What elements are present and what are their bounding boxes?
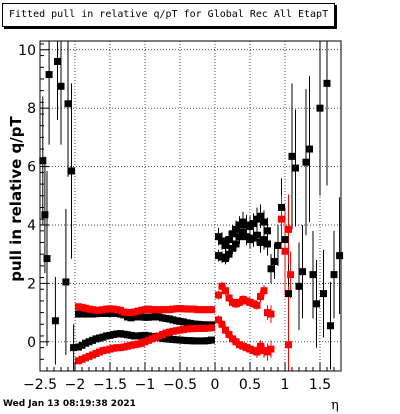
data-point <box>260 287 268 295</box>
data-point <box>271 257 278 265</box>
x-axis-label: η <box>331 398 339 413</box>
data-point <box>257 342 264 350</box>
data-point <box>218 282 226 290</box>
data-point <box>229 244 236 252</box>
data-point <box>222 255 229 263</box>
data-point <box>264 227 271 235</box>
data-point <box>218 237 226 245</box>
data-point <box>264 240 271 248</box>
x-tick-label: −2 <box>65 377 86 393</box>
data-point <box>208 324 215 332</box>
chart-title: Fitted pull in relative q/pT for Global … <box>2 3 336 27</box>
data-point <box>232 225 240 233</box>
data-point <box>260 218 268 226</box>
x-tick-label: 1.5 <box>309 377 331 393</box>
data-point <box>316 104 324 112</box>
x-tick-label: 0 <box>211 377 220 393</box>
x-tick-label: −0.5 <box>163 377 197 393</box>
data-markers <box>39 57 344 365</box>
y-tick-label: 6 <box>27 160 36 176</box>
data-point <box>41 211 49 219</box>
data-point <box>54 57 61 65</box>
data-point <box>309 271 317 279</box>
data-point <box>257 293 264 301</box>
data-point <box>313 300 320 308</box>
y-tick-label: 4 <box>27 218 36 234</box>
data-point <box>225 294 233 302</box>
y-axis-label: pull in relative q/pT <box>7 116 25 282</box>
data-point <box>215 316 222 324</box>
data-point <box>253 301 261 309</box>
data-point <box>222 326 229 334</box>
data-point <box>285 225 292 233</box>
data-point <box>62 278 70 286</box>
data-point <box>267 265 275 273</box>
data-point <box>267 310 275 318</box>
data-point <box>222 287 229 295</box>
data-point <box>250 220 257 228</box>
data-point <box>323 79 331 87</box>
data-point <box>306 145 313 153</box>
data-point <box>260 236 268 244</box>
data-point <box>70 344 78 352</box>
data-point <box>51 317 59 325</box>
y-tick-label: 0 <box>27 335 36 351</box>
data-point <box>45 71 53 79</box>
data-point <box>229 230 236 238</box>
data-point <box>225 236 233 244</box>
data-point <box>215 233 222 241</box>
data-point <box>278 203 285 211</box>
data-point <box>288 152 296 160</box>
data-point <box>222 241 229 249</box>
data-point <box>208 306 215 314</box>
data-point <box>208 336 215 344</box>
data-point <box>299 268 306 276</box>
data-point <box>295 282 303 290</box>
data-point <box>257 212 264 220</box>
data-point <box>225 250 233 258</box>
x-tick-label: −1.5 <box>93 377 127 393</box>
data-point <box>253 231 261 239</box>
data-point <box>43 255 51 263</box>
data-point <box>236 233 243 241</box>
data-point <box>285 341 292 349</box>
data-point <box>68 167 75 175</box>
x-tick-label: 0.5 <box>239 377 261 393</box>
y-tick-label: 2 <box>27 276 36 292</box>
y-tick-label: 8 <box>27 101 36 117</box>
data-point <box>336 252 344 260</box>
y-tick-labels: 0 2 4 6 8 10 <box>18 43 36 351</box>
data-point <box>274 241 282 249</box>
x-tick-labels: −2.5 −2 −1.5 −1 −0.5 0 0.5 1 1.5 <box>23 377 331 393</box>
data-point <box>320 290 327 298</box>
data-point <box>64 100 72 108</box>
data-point <box>57 82 65 90</box>
data-point <box>239 228 247 236</box>
x-tick-label: 1 <box>281 377 290 393</box>
x-tick-label: −2.5 <box>23 377 57 393</box>
data-point <box>215 291 222 299</box>
data-point <box>330 271 338 279</box>
data-point <box>278 215 285 223</box>
data-point <box>302 158 310 166</box>
data-point <box>232 240 240 248</box>
data-point <box>327 322 334 330</box>
data-point <box>267 345 275 353</box>
data-point <box>218 320 226 328</box>
data-point <box>225 330 233 338</box>
timestamp-label: Wed Jan 13 08:19:38 2021 <box>3 399 136 409</box>
axis-ticks <box>39 43 342 372</box>
data-point <box>292 164 299 172</box>
data-point <box>287 271 295 279</box>
x-tick-label: −1 <box>135 377 156 393</box>
plot-frame <box>39 40 342 372</box>
data-point <box>285 290 292 298</box>
y-tick-label: 10 <box>18 43 36 59</box>
data-point <box>281 247 289 255</box>
data-point <box>253 348 261 356</box>
data-point <box>281 236 289 244</box>
